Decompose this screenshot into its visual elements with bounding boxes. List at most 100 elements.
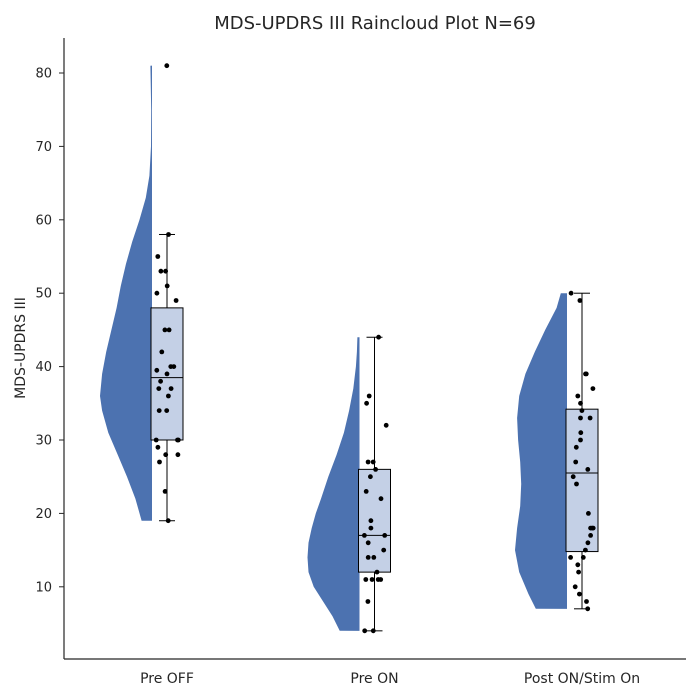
data-point [572, 584, 578, 590]
data-point [158, 268, 164, 274]
violin-half [307, 337, 360, 631]
y-tick-label: 40 [35, 360, 52, 375]
data-point [166, 232, 171, 237]
data-point [589, 525, 595, 531]
data-point [366, 393, 372, 399]
x-tick-label: Pre OFF [140, 671, 194, 687]
data-point [368, 525, 374, 531]
data-point [162, 327, 168, 333]
data-point [577, 591, 582, 597]
data-point [166, 327, 172, 333]
data-point [583, 547, 588, 553]
box-plot [565, 292, 599, 610]
data-point [374, 569, 380, 575]
data-point [155, 444, 161, 450]
data-point [368, 518, 374, 524]
y-tick-label: 30 [35, 434, 52, 449]
y-axis-label: MDS-UPDRS III [13, 297, 29, 399]
violin-half [100, 65, 152, 521]
data-point [364, 400, 369, 406]
data-point [158, 378, 164, 384]
data-point [168, 364, 174, 369]
data-point [166, 393, 171, 399]
data-point [577, 298, 583, 303]
data-point [365, 555, 371, 560]
data-point [175, 437, 181, 443]
data-point [154, 290, 160, 296]
data-point [574, 481, 579, 487]
y-tick-label: 20 [35, 507, 52, 522]
data-point [580, 555, 586, 560]
data-point [578, 400, 583, 406]
data-point [587, 415, 593, 421]
data-point [585, 606, 591, 612]
data-point [173, 298, 179, 303]
data-point [588, 533, 593, 538]
data-point [168, 386, 174, 391]
y-tick-label: 70 [35, 140, 52, 155]
data-point [381, 547, 387, 553]
x-tick-label: Pre ON [350, 671, 398, 687]
data-point [365, 459, 371, 465]
data-point [164, 63, 170, 69]
data-point [363, 489, 369, 494]
data-point [373, 467, 378, 472]
data-point [162, 489, 168, 494]
data-point [590, 386, 596, 391]
data-point [365, 540, 371, 546]
data-point [375, 577, 381, 582]
data-point [573, 444, 579, 450]
data-point [155, 254, 161, 259]
data-point [383, 422, 389, 428]
data-point [164, 283, 170, 289]
data-point [369, 577, 375, 582]
data-point [579, 408, 585, 413]
data-point [365, 599, 371, 604]
data-point [585, 540, 591, 546]
data-point [575, 393, 581, 399]
data-point [154, 367, 160, 373]
box-iqr [358, 468, 391, 573]
data-point [163, 268, 169, 274]
data-point [578, 415, 583, 421]
violin-half [515, 293, 567, 609]
data-point [156, 386, 162, 391]
data-point [157, 459, 162, 465]
data-point [578, 430, 584, 436]
data-point [584, 599, 589, 604]
data-point [362, 628, 368, 634]
y-tick-label: 80 [35, 67, 52, 82]
data-point [363, 577, 369, 582]
data-point [573, 459, 579, 465]
y-tick-label: 50 [35, 287, 52, 302]
plot-area [100, 63, 599, 634]
data-point [585, 467, 591, 472]
data-point [568, 290, 574, 296]
data-point [153, 437, 159, 443]
chart-title: MDS-UPDRS III Raincloud Plot N=69 [214, 13, 536, 34]
data-point [376, 334, 381, 340]
data-point [586, 511, 591, 516]
data-point [370, 459, 376, 465]
y-tick-label: 60 [35, 213, 52, 228]
y-tick-label: 10 [35, 580, 52, 595]
x-tick-label: Post ON/Stim On [524, 671, 640, 687]
data-point [165, 518, 171, 524]
data-point [570, 474, 576, 480]
data-point [362, 533, 367, 538]
data-point [163, 452, 169, 458]
data-point [159, 349, 165, 355]
data-point [568, 555, 573, 560]
data-point [576, 569, 581, 575]
data-point [578, 437, 583, 443]
data-point [164, 371, 170, 377]
data-point [378, 496, 384, 502]
data-point [575, 562, 581, 568]
data-point [156, 408, 162, 413]
data-point [175, 452, 181, 458]
box-plot [358, 336, 391, 632]
box-plot [150, 233, 184, 522]
data-point [164, 408, 170, 413]
data-point [368, 474, 373, 480]
